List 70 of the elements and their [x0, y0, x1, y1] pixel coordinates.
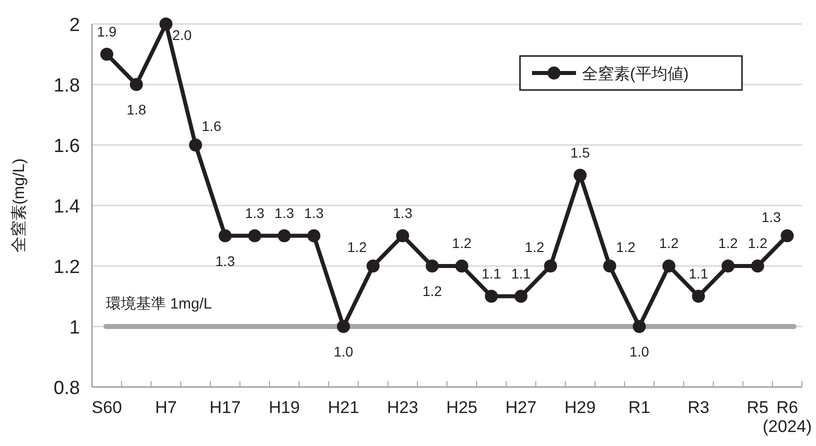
- x-tick-label: H21: [328, 398, 360, 417]
- data-label: 1.1: [688, 265, 708, 282]
- data-label: 1.5: [570, 144, 590, 160]
- point: [603, 260, 616, 272]
- point: [218, 229, 232, 242]
- point: [366, 260, 380, 272]
- point: [544, 260, 558, 272]
- point: [396, 229, 410, 242]
- data-label: 1.0: [334, 344, 354, 360]
- y-tick-label: 1.4: [54, 196, 80, 218]
- data-label: 2.0: [172, 27, 192, 43]
- data-label: 1.2: [616, 239, 636, 255]
- data-label: 1.2: [748, 235, 768, 251]
- data-label: 1.1: [482, 265, 502, 282]
- data-label: 1.2: [452, 235, 472, 251]
- point: [574, 168, 587, 182]
- data-label: 1.2: [422, 283, 442, 299]
- point: [189, 138, 202, 152]
- data-label: 1.3: [304, 204, 324, 221]
- y-tick-label: 0.8: [54, 378, 80, 399]
- point: [484, 290, 498, 303]
- point: [751, 260, 764, 272]
- x-tick-label: H19: [268, 398, 300, 417]
- point: [632, 320, 646, 333]
- data-label: 1.0: [630, 344, 650, 360]
- data-label: 1.2: [347, 239, 367, 255]
- point: [662, 260, 676, 272]
- data-label: 1.3: [761, 208, 782, 225]
- point: [278, 229, 291, 242]
- y-tick-label: 1: [69, 318, 80, 338]
- point: [100, 48, 114, 61]
- point: [722, 260, 735, 272]
- x-tick-label: H17: [210, 398, 241, 417]
- x-tick-label: H25: [446, 398, 478, 417]
- point: [159, 18, 172, 30]
- data-label: 1.2: [659, 235, 679, 251]
- data-label: 1.6: [202, 118, 222, 134]
- data-label: 1.8: [126, 102, 146, 118]
- data-label: 1.3: [392, 204, 413, 221]
- data-label: 1.9: [97, 23, 117, 40]
- point: [130, 78, 143, 91]
- point: [248, 229, 262, 242]
- point: [514, 290, 528, 303]
- ref-line-label: 環境基準 1mg/L: [106, 296, 212, 312]
- x-tick-label: H7: [155, 398, 177, 417]
- y-tick-label: 2: [69, 15, 80, 36]
- x-tick-label: H29: [564, 398, 596, 417]
- point: [455, 260, 468, 272]
- data-label: 1.2: [718, 235, 738, 251]
- y-tick-label: 1.8: [54, 76, 80, 96]
- x-tick-label: H23: [387, 398, 418, 417]
- data-label: 1.3: [274, 204, 294, 221]
- x-tick-label: R5: [746, 398, 768, 417]
- x-tick-label: R1: [628, 398, 650, 417]
- data-label: 1.3: [215, 252, 236, 269]
- x-tick-label: S60: [92, 398, 122, 417]
- point: [780, 229, 794, 242]
- y-tick-label: 1.6: [54, 136, 80, 157]
- legend-label: 全窒素(平均値): [582, 65, 689, 83]
- y-tick-label: 1.2: [54, 257, 80, 278]
- data-label: 1.3: [244, 204, 265, 221]
- point: [336, 320, 350, 333]
- data-label: 1.2: [524, 239, 544, 255]
- x-tick-label: H27: [505, 398, 537, 417]
- point: [307, 229, 320, 242]
- y-axis-title: 全窒素(mg/L): [10, 158, 28, 253]
- point: [692, 290, 705, 303]
- point: [426, 260, 439, 272]
- x-tick-label: R3: [688, 398, 710, 417]
- data-label: 1.1: [511, 265, 531, 282]
